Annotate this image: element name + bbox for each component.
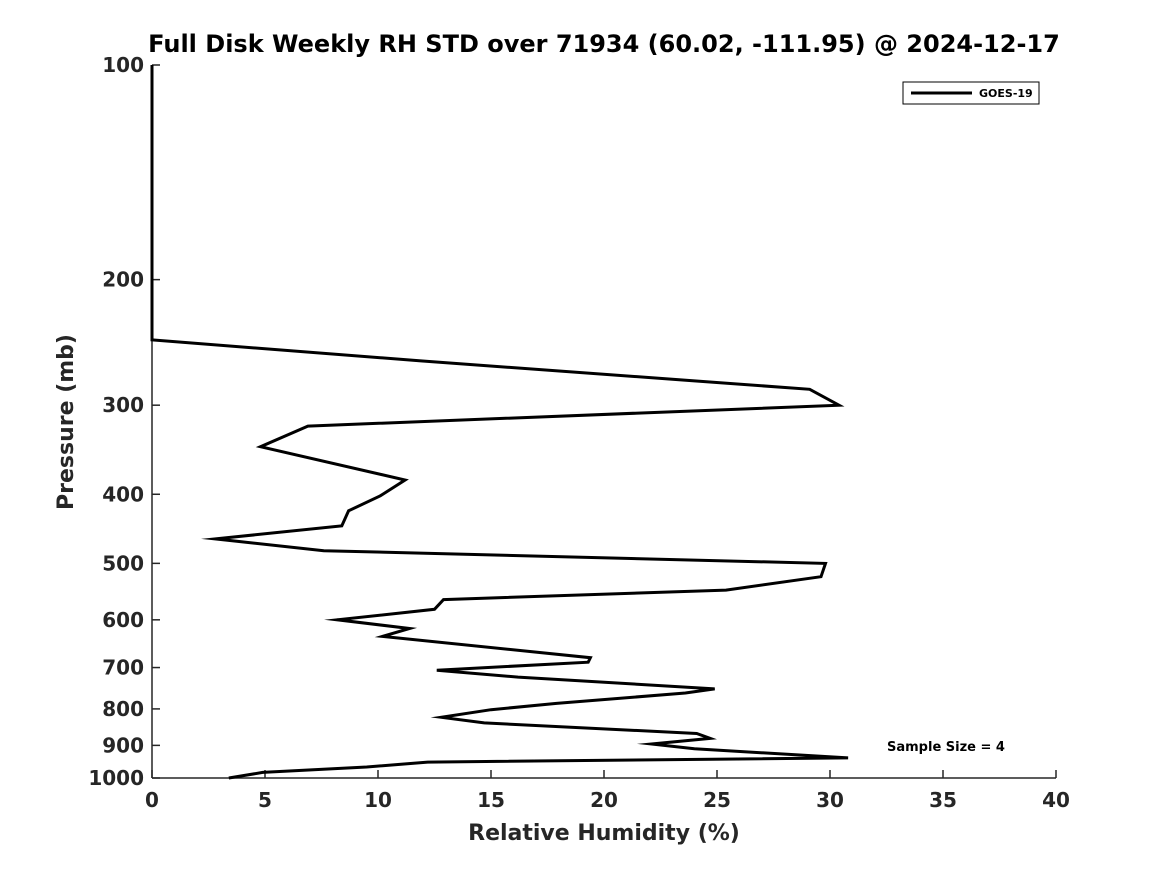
x-tick-label-25: 25 <box>703 788 731 812</box>
y-axis-ticks: 100 200 300 400 500 600 700 800 900 1000 <box>88 53 160 790</box>
y-axis-label: Pressure (mb) <box>54 334 79 510</box>
x-tick-label-15: 15 <box>477 788 505 812</box>
y-tick-label-900: 900 <box>102 733 144 757</box>
x-tick-label-20: 20 <box>590 788 618 812</box>
y-tick-label-300: 300 <box>102 393 144 417</box>
x-tick-label-35: 35 <box>929 788 957 812</box>
y-tick-label-500: 500 <box>102 551 144 575</box>
x-axis-ticks: 0 5 10 15 20 25 30 35 40 <box>145 770 1070 812</box>
x-tick-label-40: 40 <box>1042 788 1070 812</box>
y-tick-label-800: 800 <box>102 697 144 721</box>
series-line-goes-19 <box>150 65 849 780</box>
legend: GOES-19 <box>902 81 1040 105</box>
x-tick-label-30: 30 <box>816 788 844 812</box>
x-axis-label: Relative Humidity (%) <box>468 821 740 846</box>
x-tick-label-5: 5 <box>258 788 272 812</box>
x-tick-label-0: 0 <box>145 788 159 812</box>
y-tick-label-600: 600 <box>102 608 144 632</box>
y-tick-label-100: 100 <box>102 53 144 77</box>
y-tick-label-200: 200 <box>102 268 144 292</box>
y-tick-label-400: 400 <box>102 482 144 506</box>
series-layer <box>150 65 849 780</box>
y-tick-label-700: 700 <box>102 656 144 680</box>
chart-title: Full Disk Weekly RH STD over 71934 (60.0… <box>148 30 1060 58</box>
sample-size-annotation: Sample Size = 4 <box>887 740 1005 755</box>
x-tick-label-10: 10 <box>364 788 392 812</box>
y-tick-label-1000: 1000 <box>88 766 144 790</box>
legend-label-goes-19: GOES-19 <box>979 87 1033 100</box>
